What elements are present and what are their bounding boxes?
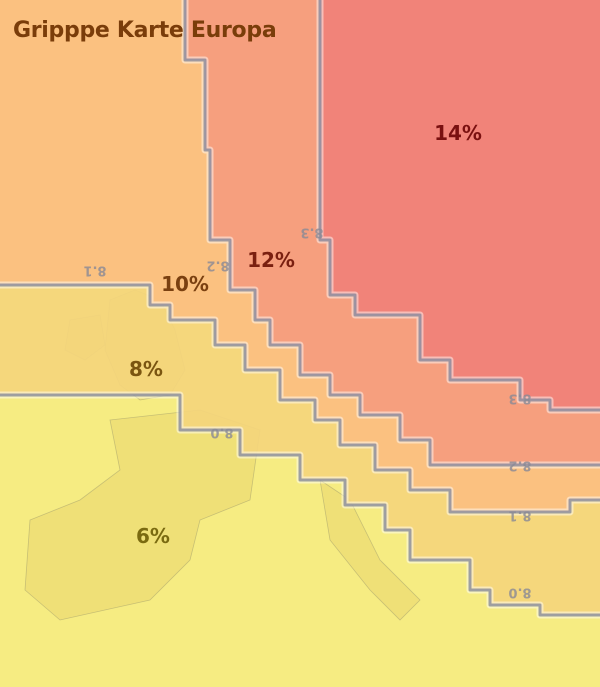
contour-label-3: 8.3 [300,224,324,240]
contour-label-3b: 8.3 [508,390,532,406]
contour-label-0: 8.0 [210,424,234,440]
zone-label-6: 6% [136,524,170,548]
contour-label-2: 8.2 [206,257,230,273]
contour-label-0b: 8.0 [508,584,532,600]
contour-label-1b: 8.1 [508,507,532,523]
contour-label-2b: 8.2 [508,457,532,473]
map-title: Gripppe Karte Europa [13,18,277,43]
zone-label-8: 8% [129,357,163,381]
zone-label-12: 12% [247,248,295,272]
contour-line-0 [0,393,600,617]
contour-label-1: 8.1 [83,262,107,278]
zone-14 [320,0,600,410]
zone-label-10: 10% [161,272,209,296]
contour-line-2 [183,0,600,467]
contour-line-1 [0,283,600,514]
contour-line-3 [318,0,600,412]
italy-land [319,479,421,621]
zone-label-14: 14% [434,121,482,145]
